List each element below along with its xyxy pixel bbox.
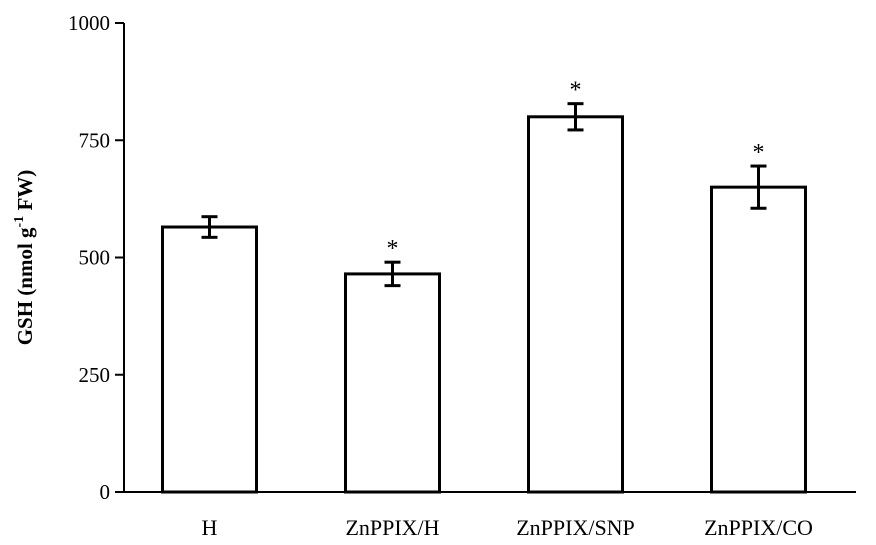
y-ticks: 0 250 500 750 1000	[68, 11, 124, 504]
x-category-label: ZnPPIX/SNP	[516, 515, 635, 540]
y-tick-label: 1000	[68, 11, 110, 35]
error-bar	[201, 215, 218, 239]
y-axis-label-suffix: FW)	[13, 170, 37, 216]
significance-marker: *	[570, 78, 582, 104]
significance-marker: *	[753, 140, 765, 166]
error-bar	[567, 102, 584, 132]
y-tick-label: 250	[79, 363, 111, 387]
x-category-label: H	[202, 515, 218, 540]
y-tick-label: 0	[100, 480, 111, 504]
bar	[161, 225, 258, 494]
bar	[344, 272, 441, 494]
bar	[710, 185, 807, 494]
y-axis-label-superscript: -1	[12, 216, 27, 228]
error-bar	[750, 164, 767, 210]
y-tick-label: 750	[79, 128, 111, 152]
error-bar	[384, 260, 401, 288]
bars: * * *	[161, 78, 807, 494]
bar	[527, 115, 624, 494]
x-category-label: ZnPPIX/H	[345, 515, 439, 540]
y-axis-label-main: GSH (nmol g	[13, 227, 37, 345]
y-axis-label: GSH (nmol g-1 FW)	[12, 170, 37, 346]
x-category-label: ZnPPIX/CO	[704, 515, 813, 540]
significance-marker: *	[387, 236, 399, 262]
y-tick-label: 500	[79, 246, 111, 270]
category-labels: H ZnPPIX/H ZnPPIX/SNP ZnPPIX/CO	[202, 515, 813, 540]
